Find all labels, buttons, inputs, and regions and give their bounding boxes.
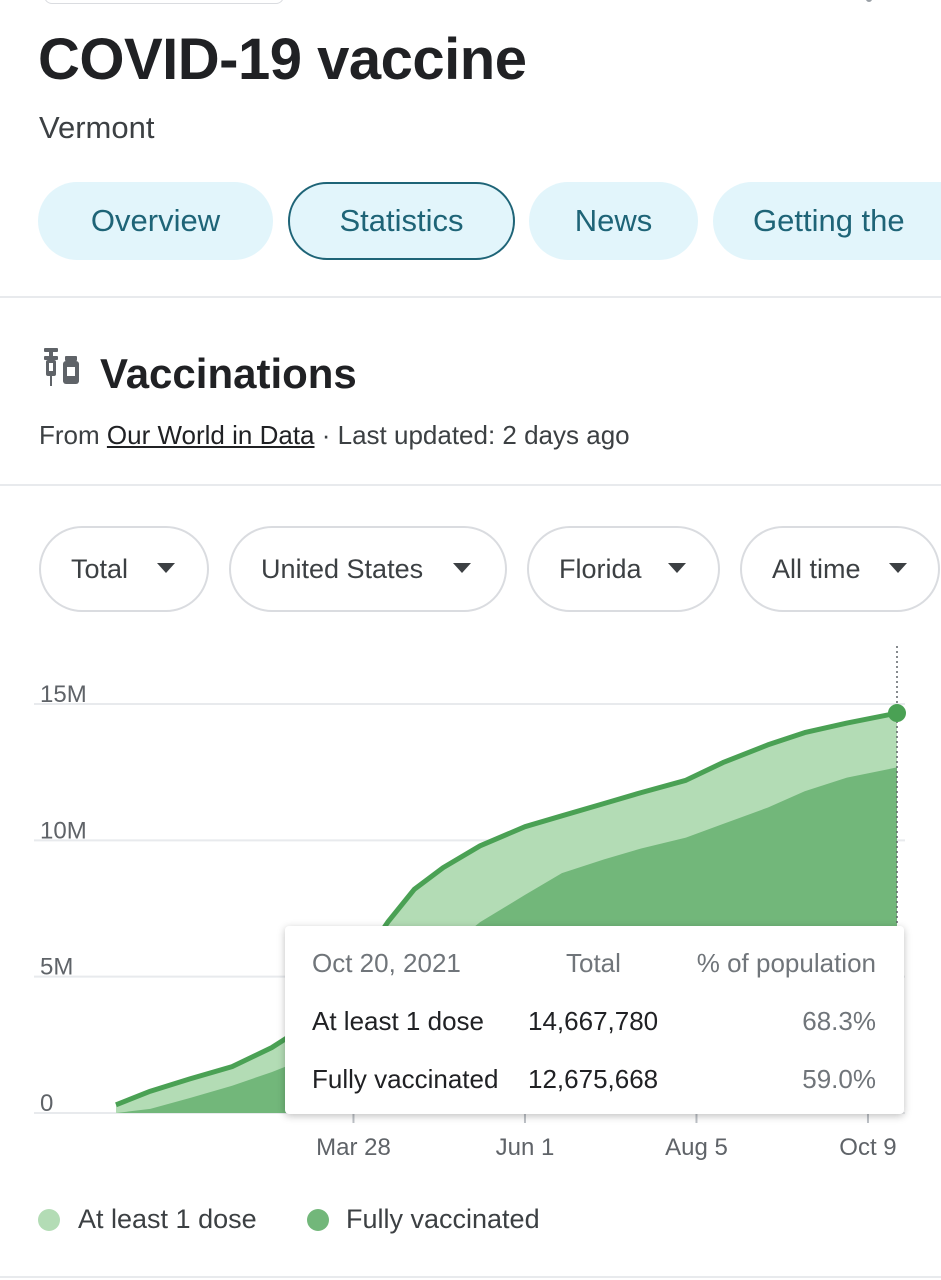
y-tick-label: 15M: [40, 681, 87, 708]
x-tick-label: Oct 9: [839, 1134, 896, 1161]
source-line: From Our World in Data · Last updated: 2…: [39, 420, 630, 451]
y-tick-label: 10M: [40, 817, 87, 844]
x-tick-label: Jun 1: [496, 1134, 555, 1161]
filter-region-dropdown[interactable]: Florida: [527, 526, 720, 612]
legend-dose-label[interactable]: At least 1 dose: [78, 1204, 257, 1234]
legend-fully-label[interactable]: Fully vaccinated: [346, 1204, 540, 1234]
source-link[interactable]: Our World in Data: [106, 420, 315, 450]
filter-region-label: Florida: [559, 554, 642, 584]
section-divider: [0, 484, 941, 486]
tooltip-row-total: 14,667,780: [528, 1006, 659, 1036]
x-tick-label: Mar 28: [316, 1134, 391, 1161]
y-tick-label: 0: [40, 1090, 53, 1117]
filter-metric-label: Total: [71, 554, 129, 584]
source-prefix: From: [39, 420, 100, 450]
page-title: COVID-19 vaccine: [38, 27, 527, 92]
hover-point: [888, 704, 906, 723]
tooltip-row-pct: 68.3%: [802, 1006, 876, 1036]
dropdown-caret-icon: [668, 563, 686, 573]
filter-country-label: United States: [261, 554, 424, 584]
legend-fully-swatch: [307, 1209, 329, 1231]
legend-dose-swatch: [38, 1209, 60, 1231]
tab-news[interactable]: News: [529, 182, 698, 260]
tab-statistics[interactable]: Statistics: [288, 182, 515, 260]
tooltip-row-pct: 59.0%: [802, 1064, 876, 1094]
previous-card-edge: [44, 0, 284, 4]
tooltip-pct-header: % of population: [696, 948, 876, 978]
tooltip-row-total: 12,675,668: [528, 1064, 659, 1094]
section-title: Vaccinations: [100, 350, 357, 397]
dropdown-caret-icon: [889, 563, 907, 573]
dropdown-caret-icon: [453, 563, 471, 573]
x-tick-label: Aug 5: [665, 1134, 728, 1161]
header-divider: [0, 296, 941, 298]
vaccine-vials-icon: [44, 348, 79, 386]
tab-bar: Overview Statistics News Getting the: [38, 182, 941, 260]
tooltip-row-label: Fully vaccinated: [312, 1064, 499, 1094]
filter-metric-dropdown[interactable]: Total: [39, 526, 209, 612]
chart-tooltip: Oct 20, 2021 Total % of population At le…: [285, 926, 904, 1114]
filter-timerange-label: All time: [772, 554, 861, 584]
last-updated: · Last updated: 2 days ago: [321, 420, 630, 450]
series-line-at-least-1-dose: [115, 710, 898, 1108]
filter-timerange-dropdown[interactable]: All time: [740, 526, 940, 612]
tooltip-total-header: Total: [566, 948, 621, 978]
location-subtitle: Vermont: [39, 110, 155, 145]
bottom-divider: [0, 1276, 941, 1278]
y-tick-label: 5M: [40, 954, 73, 981]
filter-country-dropdown[interactable]: United States: [229, 526, 507, 612]
tab-overview[interactable]: Overview: [38, 182, 273, 260]
tooltip-date: Oct 20, 2021: [312, 948, 461, 978]
tooltip-row-label: At least 1 dose: [312, 1006, 484, 1036]
tab-getting-the-vaccine[interactable]: Getting the: [713, 182, 941, 260]
dropdown-caret-icon: [157, 563, 175, 573]
more-icon[interactable]: [866, 0, 872, 2]
